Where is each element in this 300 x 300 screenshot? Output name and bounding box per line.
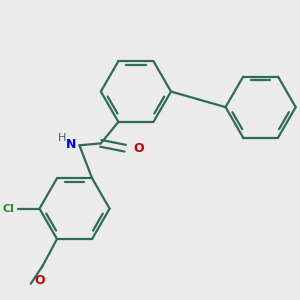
Text: Cl: Cl bbox=[2, 204, 14, 214]
Text: O: O bbox=[34, 274, 45, 287]
Text: H: H bbox=[57, 134, 66, 143]
Text: O: O bbox=[133, 142, 144, 155]
Text: N: N bbox=[66, 138, 76, 151]
